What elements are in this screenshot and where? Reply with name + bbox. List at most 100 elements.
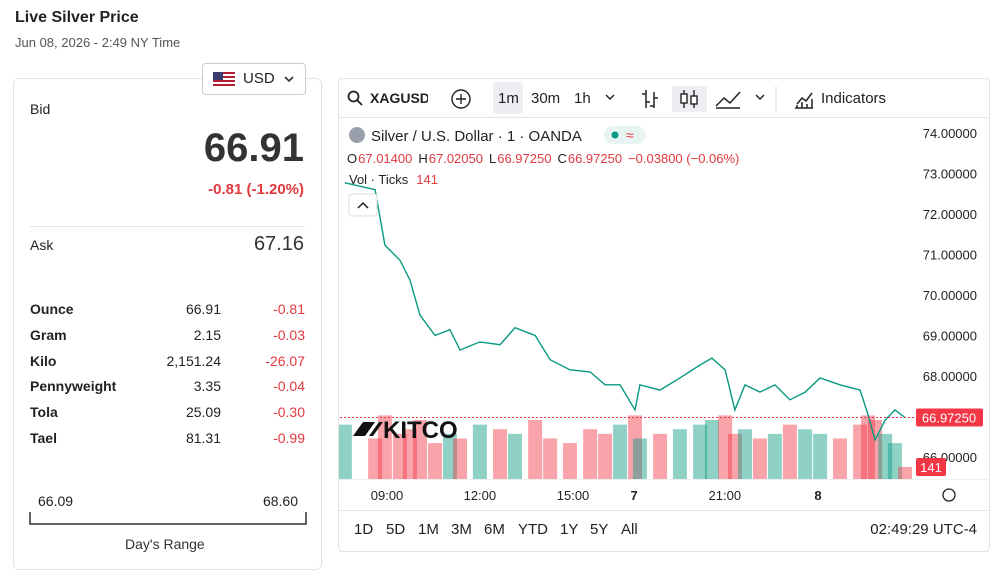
range-bar — [29, 512, 307, 525]
volume-bar — [898, 466, 912, 480]
collapse-button[interactable] — [348, 193, 378, 217]
ohlc-change: −0.03800 (−0.06%) — [628, 151, 739, 166]
volume-bar — [493, 429, 508, 480]
axis-divider — [339, 479, 988, 480]
chart-panel — [338, 78, 990, 552]
volume-bar — [813, 433, 828, 480]
ohlc-value: 66.97250 — [497, 151, 551, 166]
y-tick-label: 71.00000 — [923, 247, 977, 262]
collapse-icon — [357, 201, 369, 209]
indicators-icon[interactable] — [793, 88, 815, 110]
unit-change: -26.07 — [265, 352, 305, 369]
volume-marker-label: 141 — [920, 460, 942, 475]
volume-value: 141 — [416, 172, 438, 187]
volume-bar — [472, 424, 487, 480]
unit-name: Ounce — [30, 301, 74, 317]
volume-bar — [528, 420, 543, 480]
bid-label: Bid — [30, 101, 51, 117]
search-icon[interactable] — [347, 90, 363, 106]
active-style-bg — [672, 86, 707, 112]
period[interactable]: 1D — [354, 521, 374, 538]
period[interactable]: All — [621, 521, 638, 538]
volume-bar — [562, 443, 577, 480]
unit-name: Gram — [30, 326, 67, 343]
volume-bar — [583, 429, 598, 480]
unit-price: 66.91 — [185, 301, 221, 317]
ask-price: 67.16 — [253, 233, 304, 255]
volume-bar — [543, 438, 558, 480]
period[interactable]: YTD — [518, 521, 548, 538]
price-marker-label: 66.97250 — [922, 411, 976, 426]
range-low: 66.09 — [38, 493, 74, 509]
interval[interactable]: 1h — [574, 90, 591, 107]
volume-bar — [798, 429, 813, 480]
period[interactable]: 3M — [451, 521, 472, 538]
indicators[interactable]: Indicators — [821, 90, 887, 107]
bars-icon[interactable] — [642, 90, 658, 108]
chevron[interactable] — [755, 94, 765, 100]
volume-bar — [832, 438, 847, 480]
unit-price: 25.09 — [185, 404, 221, 421]
interval[interactable]: 1m — [498, 90, 519, 107]
bid-change: -0.81 (-1.20%) — [208, 181, 304, 198]
period[interactable]: 5D — [386, 521, 406, 538]
flag-icon — [213, 72, 235, 86]
chevron — [284, 76, 294, 83]
series-name: Silver / U.S. Dollar · 1 · OANDA — [371, 128, 582, 145]
volume-bar — [878, 433, 893, 480]
unit-price: 2.15 — [193, 326, 221, 343]
period[interactable]: 6M — [484, 521, 505, 538]
volume-bar — [413, 420, 428, 480]
market-status — [604, 126, 646, 144]
unit-name: Pennyweight — [30, 378, 117, 395]
x-tick-label: 7 — [630, 488, 637, 503]
chart-tools — [605, 86, 777, 112]
interval[interactable]: 30m — [531, 90, 561, 107]
y-tick-label: 73.00000 — [923, 166, 977, 181]
volume-bar — [613, 424, 628, 480]
unit-price: 3.35 — [193, 378, 221, 395]
period[interactable]: 1Y — [560, 521, 579, 538]
chevron[interactable] — [605, 94, 615, 100]
volume-bar — [693, 424, 708, 480]
volume-bar — [887, 443, 902, 480]
x-tick-label: 8 — [814, 488, 821, 503]
toolbar-divider — [339, 117, 988, 118]
volume-bar — [704, 420, 719, 480]
candle-icon[interactable] — [680, 93, 688, 104]
unit-price: 81.31 — [185, 430, 221, 446]
status-icon: ≈ — [626, 127, 634, 143]
volume-bar — [507, 433, 522, 480]
active-interval-bg — [493, 82, 523, 114]
currency-select[interactable]: USD — [202, 63, 306, 95]
volume-bar — [628, 415, 643, 480]
ohlc-key: C — [557, 151, 566, 166]
volume-bar — [339, 424, 352, 480]
ohlc-key: O — [347, 151, 357, 166]
volume-bar — [868, 420, 883, 480]
price-line — [344, 182, 906, 442]
symbol[interactable]: XAGUSD — [370, 90, 428, 106]
ohlc-value: 67.01400 — [358, 151, 412, 166]
volume-bar — [453, 438, 468, 480]
area-icon[interactable] — [715, 91, 741, 109]
unit-name: Tola — [30, 404, 58, 421]
volume-bar — [853, 424, 868, 480]
volume-bar — [752, 438, 767, 480]
clock: 02:49:29 UTC-4 — [870, 521, 977, 538]
chart: KITCO 74.00000 73.00000 72.00000 71.00000 70.… — [339, 126, 983, 503]
period[interactable]: 5Y — [590, 521, 609, 538]
volume-bar — [782, 424, 797, 480]
unit-change: -0.04 — [273, 378, 305, 395]
period[interactable]: 1M — [418, 521, 439, 538]
x-tick-label: 15:00 — [557, 488, 590, 503]
unit-change: -0.99 — [273, 430, 305, 446]
volume-bar — [402, 429, 417, 480]
bid-price: 66.91 — [203, 126, 304, 170]
settings-icon — [942, 488, 956, 502]
add-button[interactable] — [450, 88, 472, 110]
volume-bar — [442, 433, 457, 480]
volume-bar — [368, 438, 383, 480]
unit-change: -0.30 — [273, 404, 305, 421]
volume-bar — [653, 433, 668, 480]
